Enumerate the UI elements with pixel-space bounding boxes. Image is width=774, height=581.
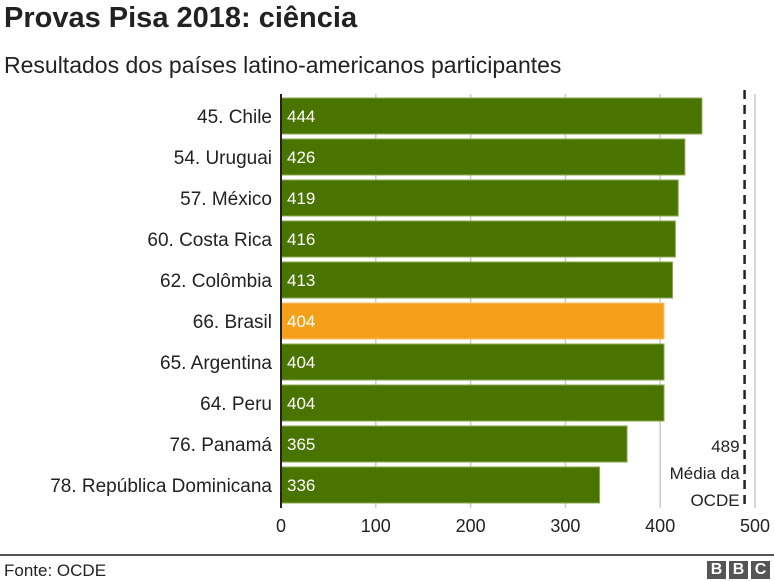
bar-value-label: 365 — [287, 435, 315, 454]
source-note: Fonte: OCDE — [4, 561, 107, 580]
chart-title: Provas Pisa 2018: ciência — [4, 2, 358, 34]
bar-value-label: 404 — [287, 394, 315, 413]
oecd-average-label: Média da — [670, 464, 740, 483]
category-label: 78. República Dominicana — [50, 476, 272, 497]
bar — [280, 138, 686, 176]
bar — [280, 343, 665, 381]
bar-value-label: 416 — [287, 230, 315, 249]
category-label: 60. Costa Rica — [147, 230, 272, 251]
footer-divider — [0, 554, 774, 556]
chart-subtitle: Resultados dos países latino-americanos … — [4, 52, 562, 78]
x-tick-label: 100 — [361, 516, 391, 536]
category-label: 57. México — [180, 189, 272, 210]
category-label: 62. Colômbia — [160, 271, 272, 292]
x-tick-label: 200 — [456, 516, 486, 536]
x-tick-label: 500 — [740, 516, 770, 536]
bar — [280, 97, 703, 135]
bar-value-label: 404 — [287, 353, 315, 372]
oecd-average-label: OCDE — [690, 491, 739, 510]
category-label: 66. Brasil — [193, 312, 272, 333]
bar — [280, 179, 679, 217]
bar — [280, 220, 676, 258]
x-tick-label: 0 — [276, 516, 286, 536]
bar-chart: 0 100 200 300 400 500 444 45. Chile 426 54. Urugu… — [50, 90, 770, 536]
category-label: 45. Chile — [197, 107, 272, 128]
bar — [280, 425, 628, 463]
category-label: 76. Panamá — [170, 435, 273, 456]
category-label: 64. Peru — [200, 394, 272, 415]
bar-value-label: 419 — [287, 189, 315, 208]
bar-value-label: 404 — [287, 312, 315, 331]
category-label: 65. Argentina — [160, 353, 272, 374]
bar-value-label: 413 — [287, 271, 315, 290]
bar — [280, 466, 601, 504]
bar — [280, 261, 674, 299]
bar-value-label: 336 — [287, 476, 315, 495]
bar-value-label: 426 — [287, 148, 315, 167]
x-tick-label: 300 — [550, 516, 580, 536]
category-label: 54. Uruguai — [174, 148, 272, 169]
bar — [280, 384, 665, 422]
x-tick-label: 400 — [645, 516, 675, 536]
bar — [280, 302, 665, 340]
oecd-average-label: 489 — [711, 437, 739, 456]
bar-value-label: 444 — [287, 107, 315, 126]
